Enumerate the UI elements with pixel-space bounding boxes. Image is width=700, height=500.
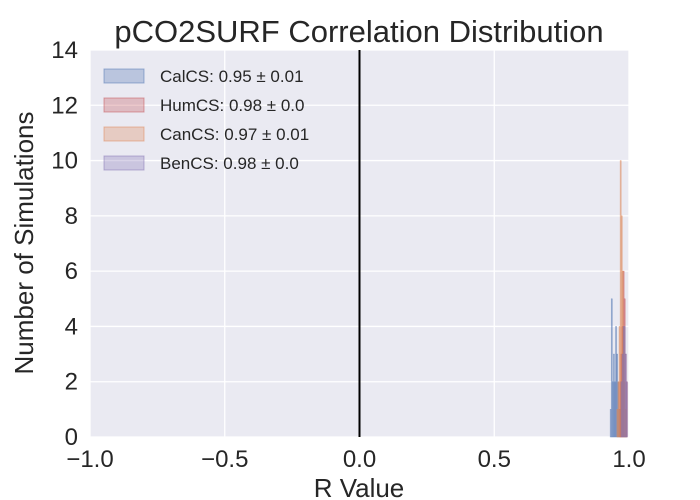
x-axis-label: R Value: [314, 473, 405, 500]
y-tick-label: 6: [65, 258, 78, 285]
x-axis-ticks: −1.0 −0.5 0.0 0.5 1.0: [66, 446, 645, 473]
chart-title: pCO2SURF Correlation Distribution: [114, 14, 603, 49]
legend-swatch: [103, 126, 145, 142]
y-tick-label: 8: [65, 203, 78, 230]
y-axis-label: Number of Simulations: [9, 112, 39, 375]
y-tick-label: 12: [51, 92, 78, 119]
y-tick-label: 14: [51, 37, 78, 64]
x-tick-label: 0.5: [478, 446, 511, 473]
x-tick-label: −1.0: [66, 446, 113, 473]
legend-swatch: [103, 155, 145, 171]
x-tick-label: 1.0: [612, 446, 645, 473]
y-tick-label: 0: [65, 424, 78, 451]
y-tick-label: 2: [65, 369, 78, 396]
chart-legend: CalCS: 0.95 ± 0.01 HumCS: 0.98 ± 0.0 CanCS…: [103, 67, 309, 173]
histogram-bar: [626, 381, 628, 438]
y-tick-label: 10: [51, 148, 78, 175]
legend-label: CalCS: 0.95 ± 0.01: [160, 67, 304, 86]
legend-label: HumCS: 0.98 ± 0.0: [160, 96, 304, 115]
y-tick-label: 4: [65, 313, 78, 340]
x-tick-label: 0.0: [343, 446, 376, 473]
y-axis-ticks: 0 2 4 6 8 10 12 14: [51, 37, 78, 451]
histogram-bar: [610, 298, 613, 438]
legend-label: BenCS: 0.98 ± 0.0: [160, 154, 299, 173]
legend-label: CanCS: 0.97 ± 0.01: [160, 125, 309, 144]
legend-swatch: [103, 68, 145, 84]
x-tick-label: −0.5: [201, 446, 248, 473]
histogram-bars: [609, 160, 628, 438]
legend-swatch: [103, 97, 145, 113]
